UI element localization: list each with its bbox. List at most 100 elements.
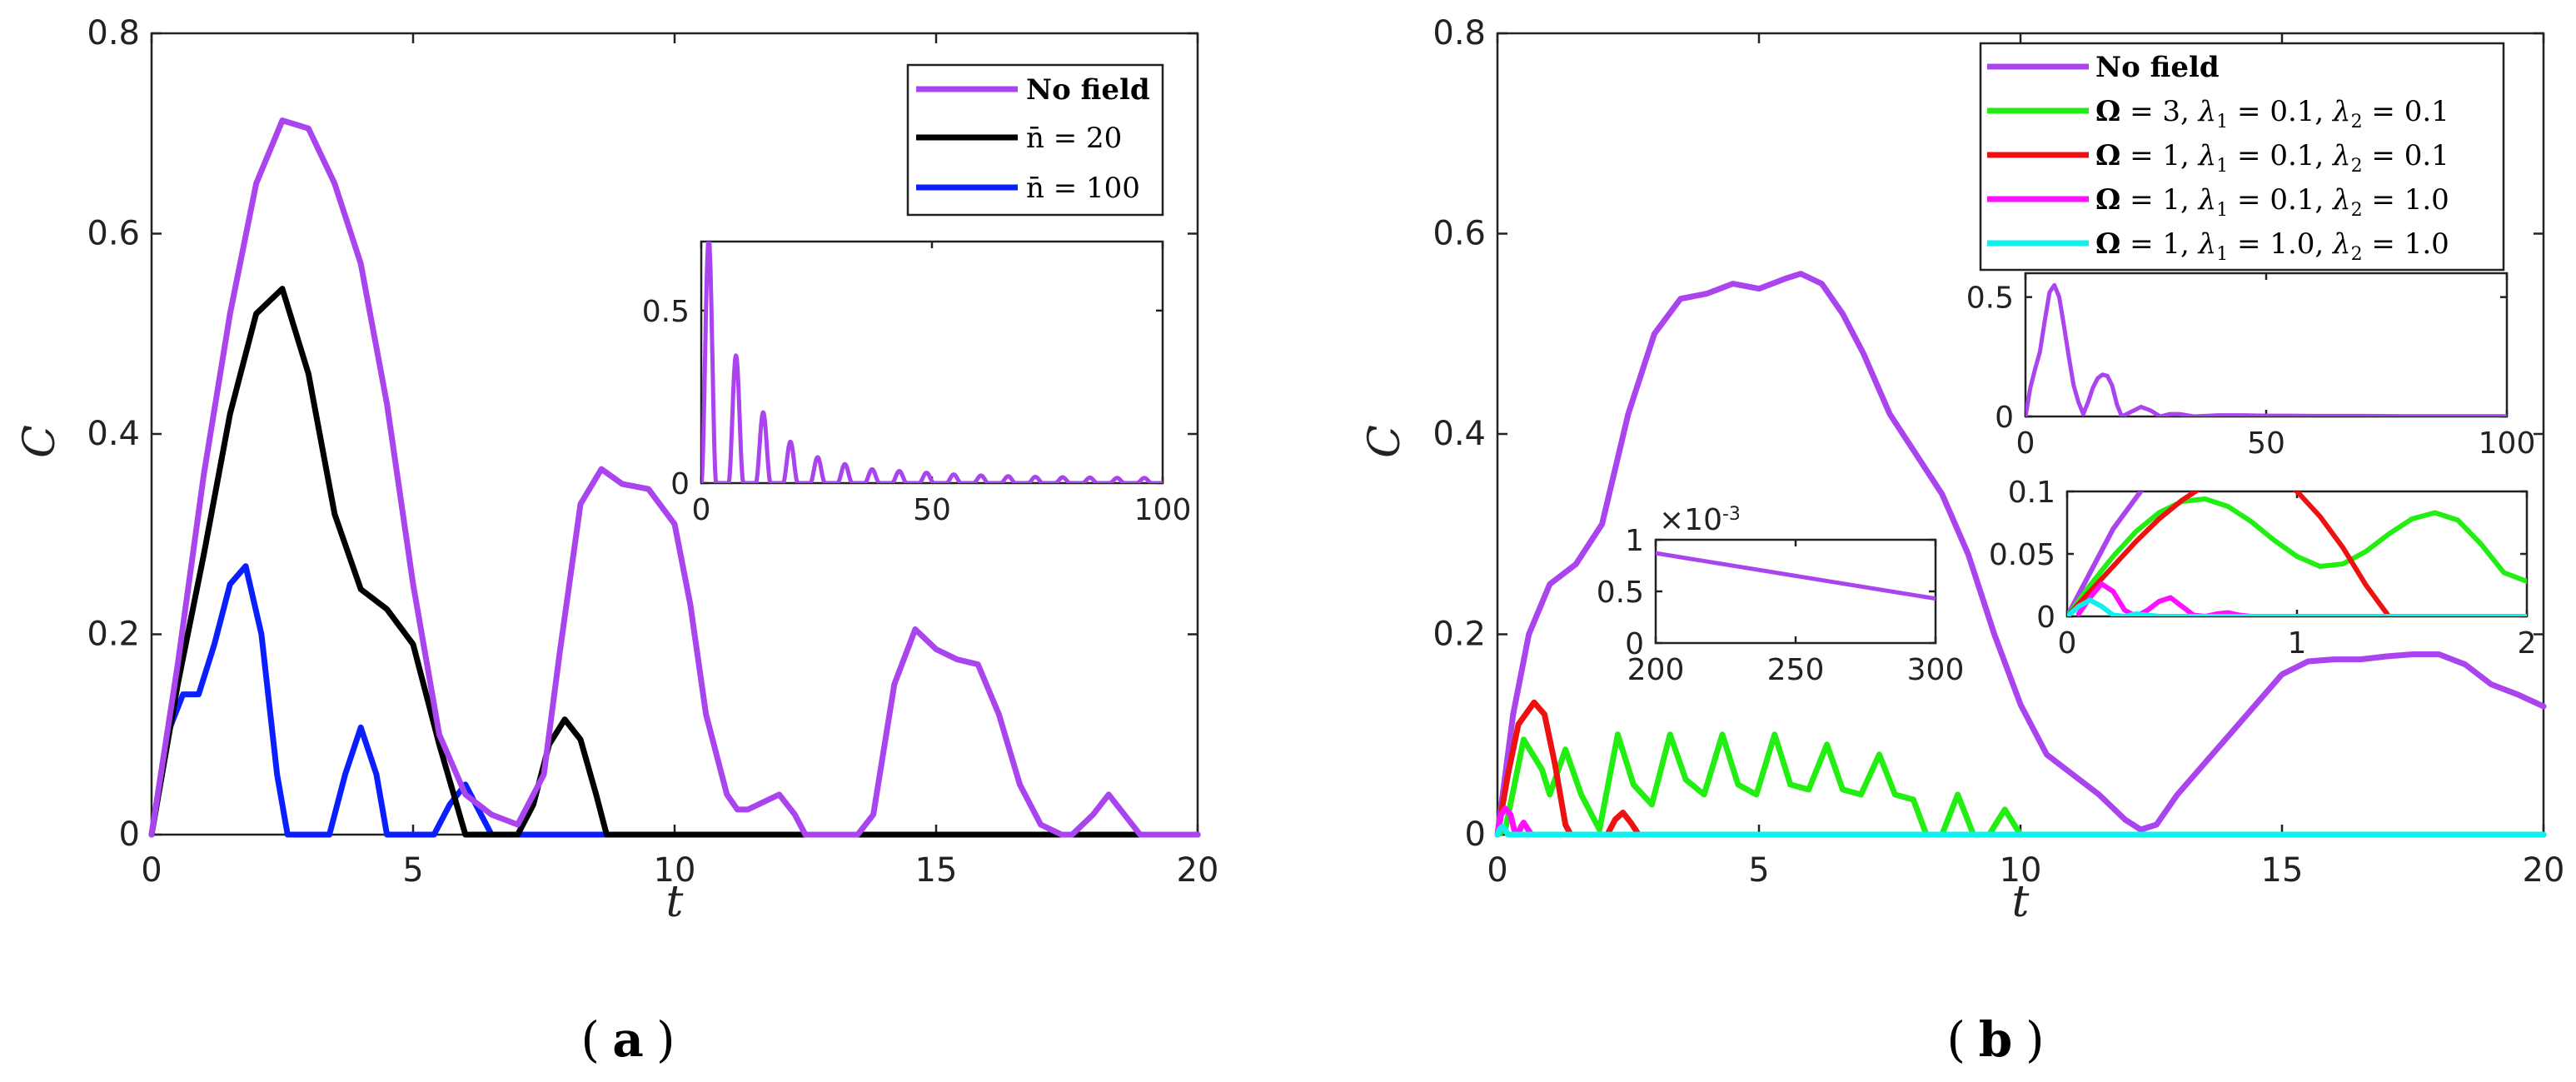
lambda1-symbol: λ (2197, 95, 2217, 128)
omega-value: 1 (2162, 227, 2180, 261)
panel-b-inset-bottom: 0 1 2 0 0.05 0.1 (1989, 476, 2537, 661)
series-inset-a-no-field (701, 242, 1163, 483)
panel-b-inset-mid-ytick-label: 0.5 (1597, 576, 1644, 610)
panel-a-ytick-label: 0 (119, 815, 140, 854)
panel-b-inset-mid-series (1656, 551, 1936, 601)
panel-b-inset-mid-xtick-label: 300 (1907, 653, 1965, 687)
panel-a-caption-letter: a (612, 1011, 644, 1068)
lambda2-value: 1.0 (2404, 227, 2449, 261)
panel-b-inset-top-frame (2024, 272, 2509, 418)
panel-b-ytick-label: 0.4 (1432, 415, 1486, 453)
panel-a-ylabel: C (15, 425, 65, 458)
panel-b-inset-mid-ytick-label: 1 (1625, 524, 1644, 558)
panel-b-inset-bottom-xtick-label: 0 (2058, 626, 2077, 661)
panel-b-inset-mid: 200 250 300 0 0.5 1 ×10-3 (1597, 503, 1965, 687)
lambda2-sub: 2 (2351, 112, 2363, 132)
lambda2-value: 0.1 (2404, 139, 2449, 172)
panel-b-inset-bottom-ytick-label: 0.1 (2008, 476, 2055, 510)
panel-a-axes: 0 5 10 15 20 0 0.2 0.4 0.6 0.8 (87, 14, 1218, 890)
series-inset-b-bottom-purple-short (2067, 491, 2145, 616)
omega-symbol: Ω (2095, 95, 2120, 128)
legend-label-omega1-a: Ω = 1, λ1 = 0.1, λ2 = 0.1 (2095, 139, 2449, 177)
legend-entry-omega1-c: Ω = 1, λ1 = 1.0, λ2 = 1.0 (1987, 227, 2449, 265)
series-inset-b-bottom-red-short (2067, 491, 2392, 616)
panel-a: 0 5 10 15 20 0 0.2 0.4 0.6 0.8 C t No field n̄ = … (15, 14, 1218, 1068)
lambda1-value: 1.0 (2270, 227, 2314, 261)
series-inset-b-top-no-field (2025, 282, 2507, 416)
series-inset-b-mid-no-field (1656, 551, 1936, 601)
panel-b-xtick-label: 5 (1748, 851, 1769, 890)
legend-entry-omega1-b: Ω = 1, λ1 = 0.1, λ2 = 1.0 (1987, 183, 2449, 221)
series-1-1-1-0-2-1-0-b (1494, 823, 2547, 838)
panel-a-xtick-label: 20 (1177, 851, 1219, 890)
legend-label-omega3: Ω = 3, λ1 = 0.1, λ2 = 0.1 (2095, 95, 2449, 132)
panel-a-inset-series (701, 242, 1163, 483)
lambda2-value: 0.1 (2404, 95, 2449, 128)
series-inset-b-bottom-cyan-short (2067, 597, 2527, 616)
lambda2-symbol: λ (2331, 95, 2351, 128)
lambda2-value: 1.0 (2404, 183, 2449, 217)
series-n-20 (148, 286, 1201, 838)
panel-b-series (1494, 271, 2547, 838)
legend-label-omega1-b: Ω = 1, λ1 = 0.1, λ2 = 1.0 (2095, 183, 2449, 221)
panel-a-legend: No field n̄ = 20 n̄ = 100 (906, 63, 1164, 217)
panel-a-xtick-label: 0 (141, 851, 162, 890)
panel-b-xtick-label: 15 (2261, 851, 2304, 890)
panel-b-ytick-label: 0.6 (1432, 215, 1486, 253)
lambda1-value: 0.1 (2270, 139, 2314, 172)
panel-a-xlabel: t (666, 877, 684, 927)
panel-a-xtick-label: 10 (654, 851, 696, 890)
legend-label-omega1-c: Ω = 1, λ1 = 1.0, λ2 = 1.0 (2095, 227, 2449, 265)
panel-a-inset-frame (700, 240, 1164, 485)
omega-symbol: Ω (2095, 227, 2120, 261)
panel-a-ytick-label: 0.6 (87, 215, 140, 253)
panel-b-inset-top-axes: 0 50 100 0 0.5 (1966, 273, 2535, 461)
panel-b-inset-top-series (2025, 282, 2507, 416)
panel-a-xtick-label: 15 (915, 851, 958, 890)
panel-b-xtick-label: 20 (2523, 851, 2565, 890)
panel-b-inset-top-ytick-label: 0.5 (1966, 282, 2014, 316)
series-inset-b-bottom-magenta-short (2075, 581, 2254, 616)
panel-a-inset-xtick-label: 0 (692, 493, 711, 527)
panel-b-xtick-label: 0 (1487, 851, 1507, 890)
panel-b-legend: No field Ω = 3, λ1 = 0.1, λ2 = 0.1 Ω = 1… (1979, 42, 2505, 272)
series-1-1-0-1-2-0-1-b (1494, 699, 2547, 838)
legend-entry-omega3: Ω = 3, λ1 = 0.1, λ2 = 0.1 (1987, 95, 2449, 132)
panel-b-ytick-label: 0.2 (1432, 616, 1486, 654)
omega-value: 1 (2162, 183, 2180, 217)
panel-a-caption-open: ( (580, 1011, 600, 1068)
series-no-field-b (1494, 271, 2547, 838)
panel-b-ytick-label: 0.8 (1432, 14, 1486, 52)
panel-a-inset-ytick-label: 0.5 (642, 295, 690, 329)
panel-b-xlabel: t (2012, 877, 2030, 927)
panel-a-inset: 0 50 100 0 0.5 (642, 240, 1191, 527)
panel-b-caption-close: ) (2025, 1011, 2045, 1068)
panel-a-series (148, 117, 1201, 838)
panel-b-inset-bottom-series (2067, 491, 2527, 616)
series-n-100 (148, 563, 1201, 838)
panel-b-inset-top-ytick-label: 0 (1995, 401, 2014, 435)
panel-b-inset-mid-exponent: ×10-3 (1659, 503, 1741, 537)
legend-label-no-field-b: No field (2095, 51, 2220, 84)
series-3-1-0-1-2-0-1-b (1494, 731, 2547, 838)
omega-value: 3 (2162, 95, 2180, 128)
panel-b-inset-mid-axes: 200 250 300 0 0.5 1 (1597, 524, 1965, 687)
panel-a-inset-ytick-label: 0 (670, 467, 690, 501)
omega-value: 1 (2162, 139, 2180, 172)
series-inset-b-bottom-green-short (2067, 496, 2527, 616)
panel-a-ytick-label: 0.8 (87, 14, 140, 52)
panel-b-inset-mid-xtick-label: 200 (1627, 653, 1685, 687)
panel-a-inset-xtick-label: 50 (913, 493, 951, 527)
legend-label-nbar-100: n̄ = 100 (1026, 172, 1140, 205)
panel-b-inset-bottom-xtick-label: 2 (2518, 626, 2537, 661)
panel-a-caption-close: ) (656, 1011, 675, 1068)
lambda1-value: 0.1 (2270, 183, 2314, 217)
panel-b-inset-bottom-ytick-label: 0 (2036, 601, 2055, 635)
legend-label-nbar-20: n̄ = 20 (1026, 122, 1122, 155)
panel-b-inset-top: 0 50 100 0 0.5 (1966, 272, 2535, 461)
panel-b-xtick-label: 10 (2000, 851, 2042, 890)
panel-a-inset-axes: 0 50 100 0 0.5 (642, 242, 1191, 527)
panel-b-inset-mid-xtick-label: 250 (1767, 653, 1825, 687)
